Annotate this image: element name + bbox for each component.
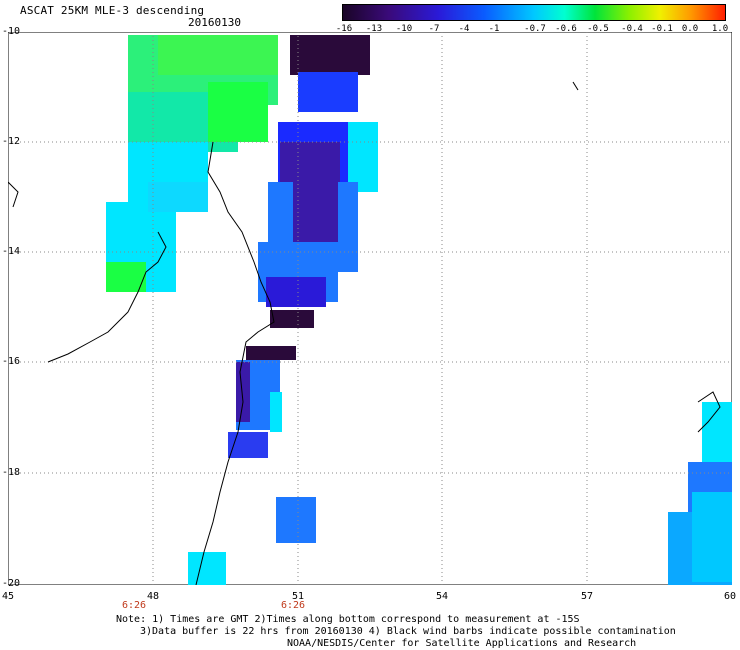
map-title: ASCAT 25KM MLE-3 descending — [20, 4, 205, 17]
map-date: 20160130 — [188, 16, 241, 29]
colorbar-tick: 0.0 — [681, 24, 699, 34]
lat-label: -16 — [2, 356, 21, 367]
time-label: 6:26 — [121, 600, 147, 611]
wind-swath-east — [668, 402, 732, 585]
africa-coast — [8, 181, 19, 208]
colorbar-tick: -0.5 — [587, 24, 609, 34]
reunion-coast — [697, 391, 721, 433]
lon-label: 60 — [723, 591, 737, 602]
colorbar-tick: -10 — [395, 24, 413, 34]
lon-label: 48 — [146, 591, 160, 602]
note-line-1: Note: 1) Times are GMT 2)Times along bot… — [116, 614, 580, 625]
colorbar-tick: -0.7 — [524, 24, 546, 34]
colorbar-tick: -0.6 — [555, 24, 577, 34]
time-label: 6:26 — [280, 600, 306, 611]
colorbar-tick: -7 — [428, 24, 440, 34]
colorbar-tick: -0.1 — [651, 24, 673, 34]
lat-label: -18 — [2, 467, 21, 478]
lat-label: -10 — [2, 26, 21, 37]
wind-swath-west — [106, 35, 278, 292]
lat-label: -20 — [2, 578, 21, 589]
lat-label: -14 — [2, 246, 21, 257]
lat-label: -12 — [2, 136, 21, 147]
colorbar — [342, 4, 726, 21]
colorbar-tick: -1 — [488, 24, 500, 34]
note-line-2: 3)Data buffer is 22 hrs from 20160130 4)… — [140, 626, 676, 637]
lon-label: 51 — [291, 591, 305, 602]
graticule — [8, 32, 732, 585]
colorbar-tick: -4 — [458, 24, 470, 34]
colorbar-tick: -13 — [365, 24, 383, 34]
lon-label: 57 — [580, 591, 594, 602]
colorbar-tick: 1.0 — [711, 24, 729, 34]
lon-label: 54 — [435, 591, 449, 602]
map-panel — [8, 32, 732, 585]
colorbar-tick: -0.4 — [621, 24, 643, 34]
small-island — [572, 81, 579, 91]
map-frame — [8, 32, 732, 585]
comoros-islands — [47, 231, 167, 363]
lon-label: 45 — [1, 591, 15, 602]
madagascar-coastline — [195, 141, 275, 585]
colorbar-tick: -16 — [335, 24, 353, 34]
note-line-3: NOAA/NESDIS/Center for Satellite Applica… — [287, 638, 637, 649]
